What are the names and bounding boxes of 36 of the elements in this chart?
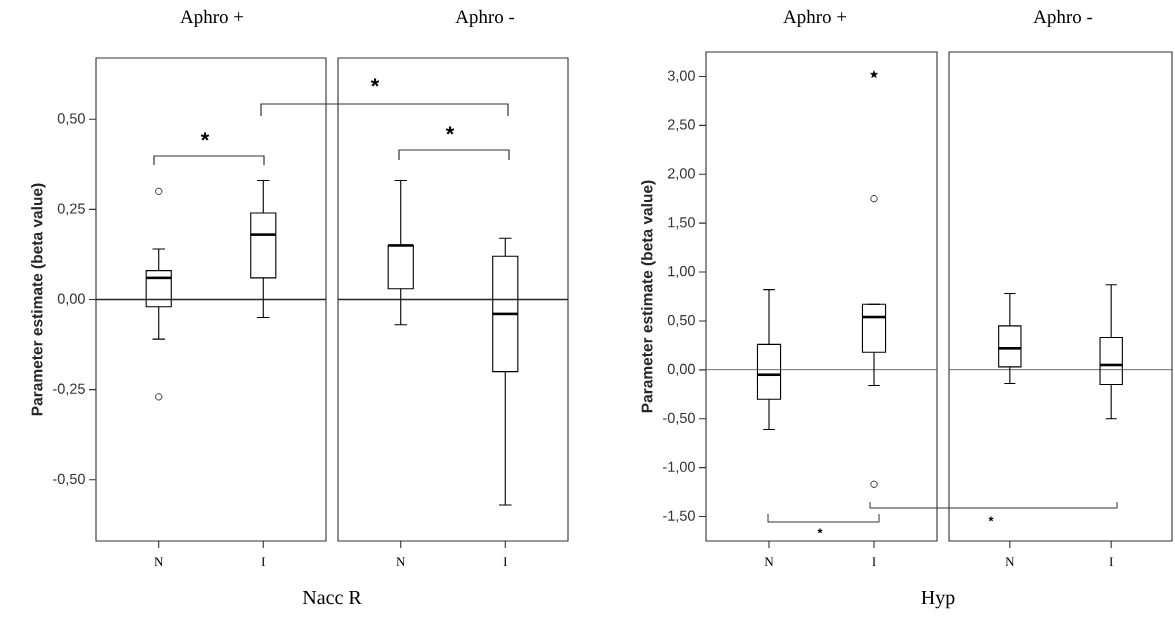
x-axis-title: Nacc R [302, 590, 362, 605]
y-tick-label: 2,00 [667, 168, 695, 181]
chart-title: Aphro + [180, 9, 244, 28]
annotation: * [445, 126, 455, 135]
x-axis-title: Hyp [921, 590, 955, 609]
y-tick-label: 0,00 [667, 363, 695, 376]
y-tick-label: 2,50 [667, 119, 695, 132]
y-axis-title: Parameter estimate (beta value) [31, 183, 46, 416]
chart-title: Aphro + [783, 9, 847, 28]
chart-title: Aphro - [1033, 9, 1093, 28]
y-tick-label: 0,50 [57, 113, 85, 126]
y-tick-label: 1,00 [668, 266, 695, 279]
y-tick-label: -0,50 [663, 412, 695, 425]
y-tick-label: 0,25 [57, 203, 85, 216]
x-tick-label: I [261, 557, 265, 567]
x-tick-label: N [154, 557, 164, 567]
y-tick-label: -1,50 [663, 510, 695, 523]
y-tick-label: -0,25 [53, 383, 85, 396]
x-tick-label: N [764, 557, 774, 567]
y-tick-label: 0,00 [57, 293, 85, 306]
y-tick-label: 0,50 [667, 314, 695, 327]
annotation: * [988, 516, 994, 522]
y-tick-label: 3,00 [667, 70, 695, 83]
y-axis-title: Parameter estimate (beta value) [641, 180, 656, 413]
x-tick-label: I [1109, 557, 1113, 567]
annotation: * [200, 132, 210, 141]
annotation: * [817, 528, 823, 534]
x-tick-label: N [1005, 557, 1015, 567]
x-tick-label: I [872, 557, 876, 567]
chart-title: Aphro - [455, 9, 515, 28]
y-tick-label: 1,50 [668, 217, 695, 230]
x-tick-label: N [396, 557, 406, 567]
y-tick-label: -1,00 [663, 461, 695, 474]
y-tick-label: -0,50 [53, 473, 85, 486]
annotation: * [370, 78, 380, 87]
x-tick-label: I [503, 557, 507, 567]
